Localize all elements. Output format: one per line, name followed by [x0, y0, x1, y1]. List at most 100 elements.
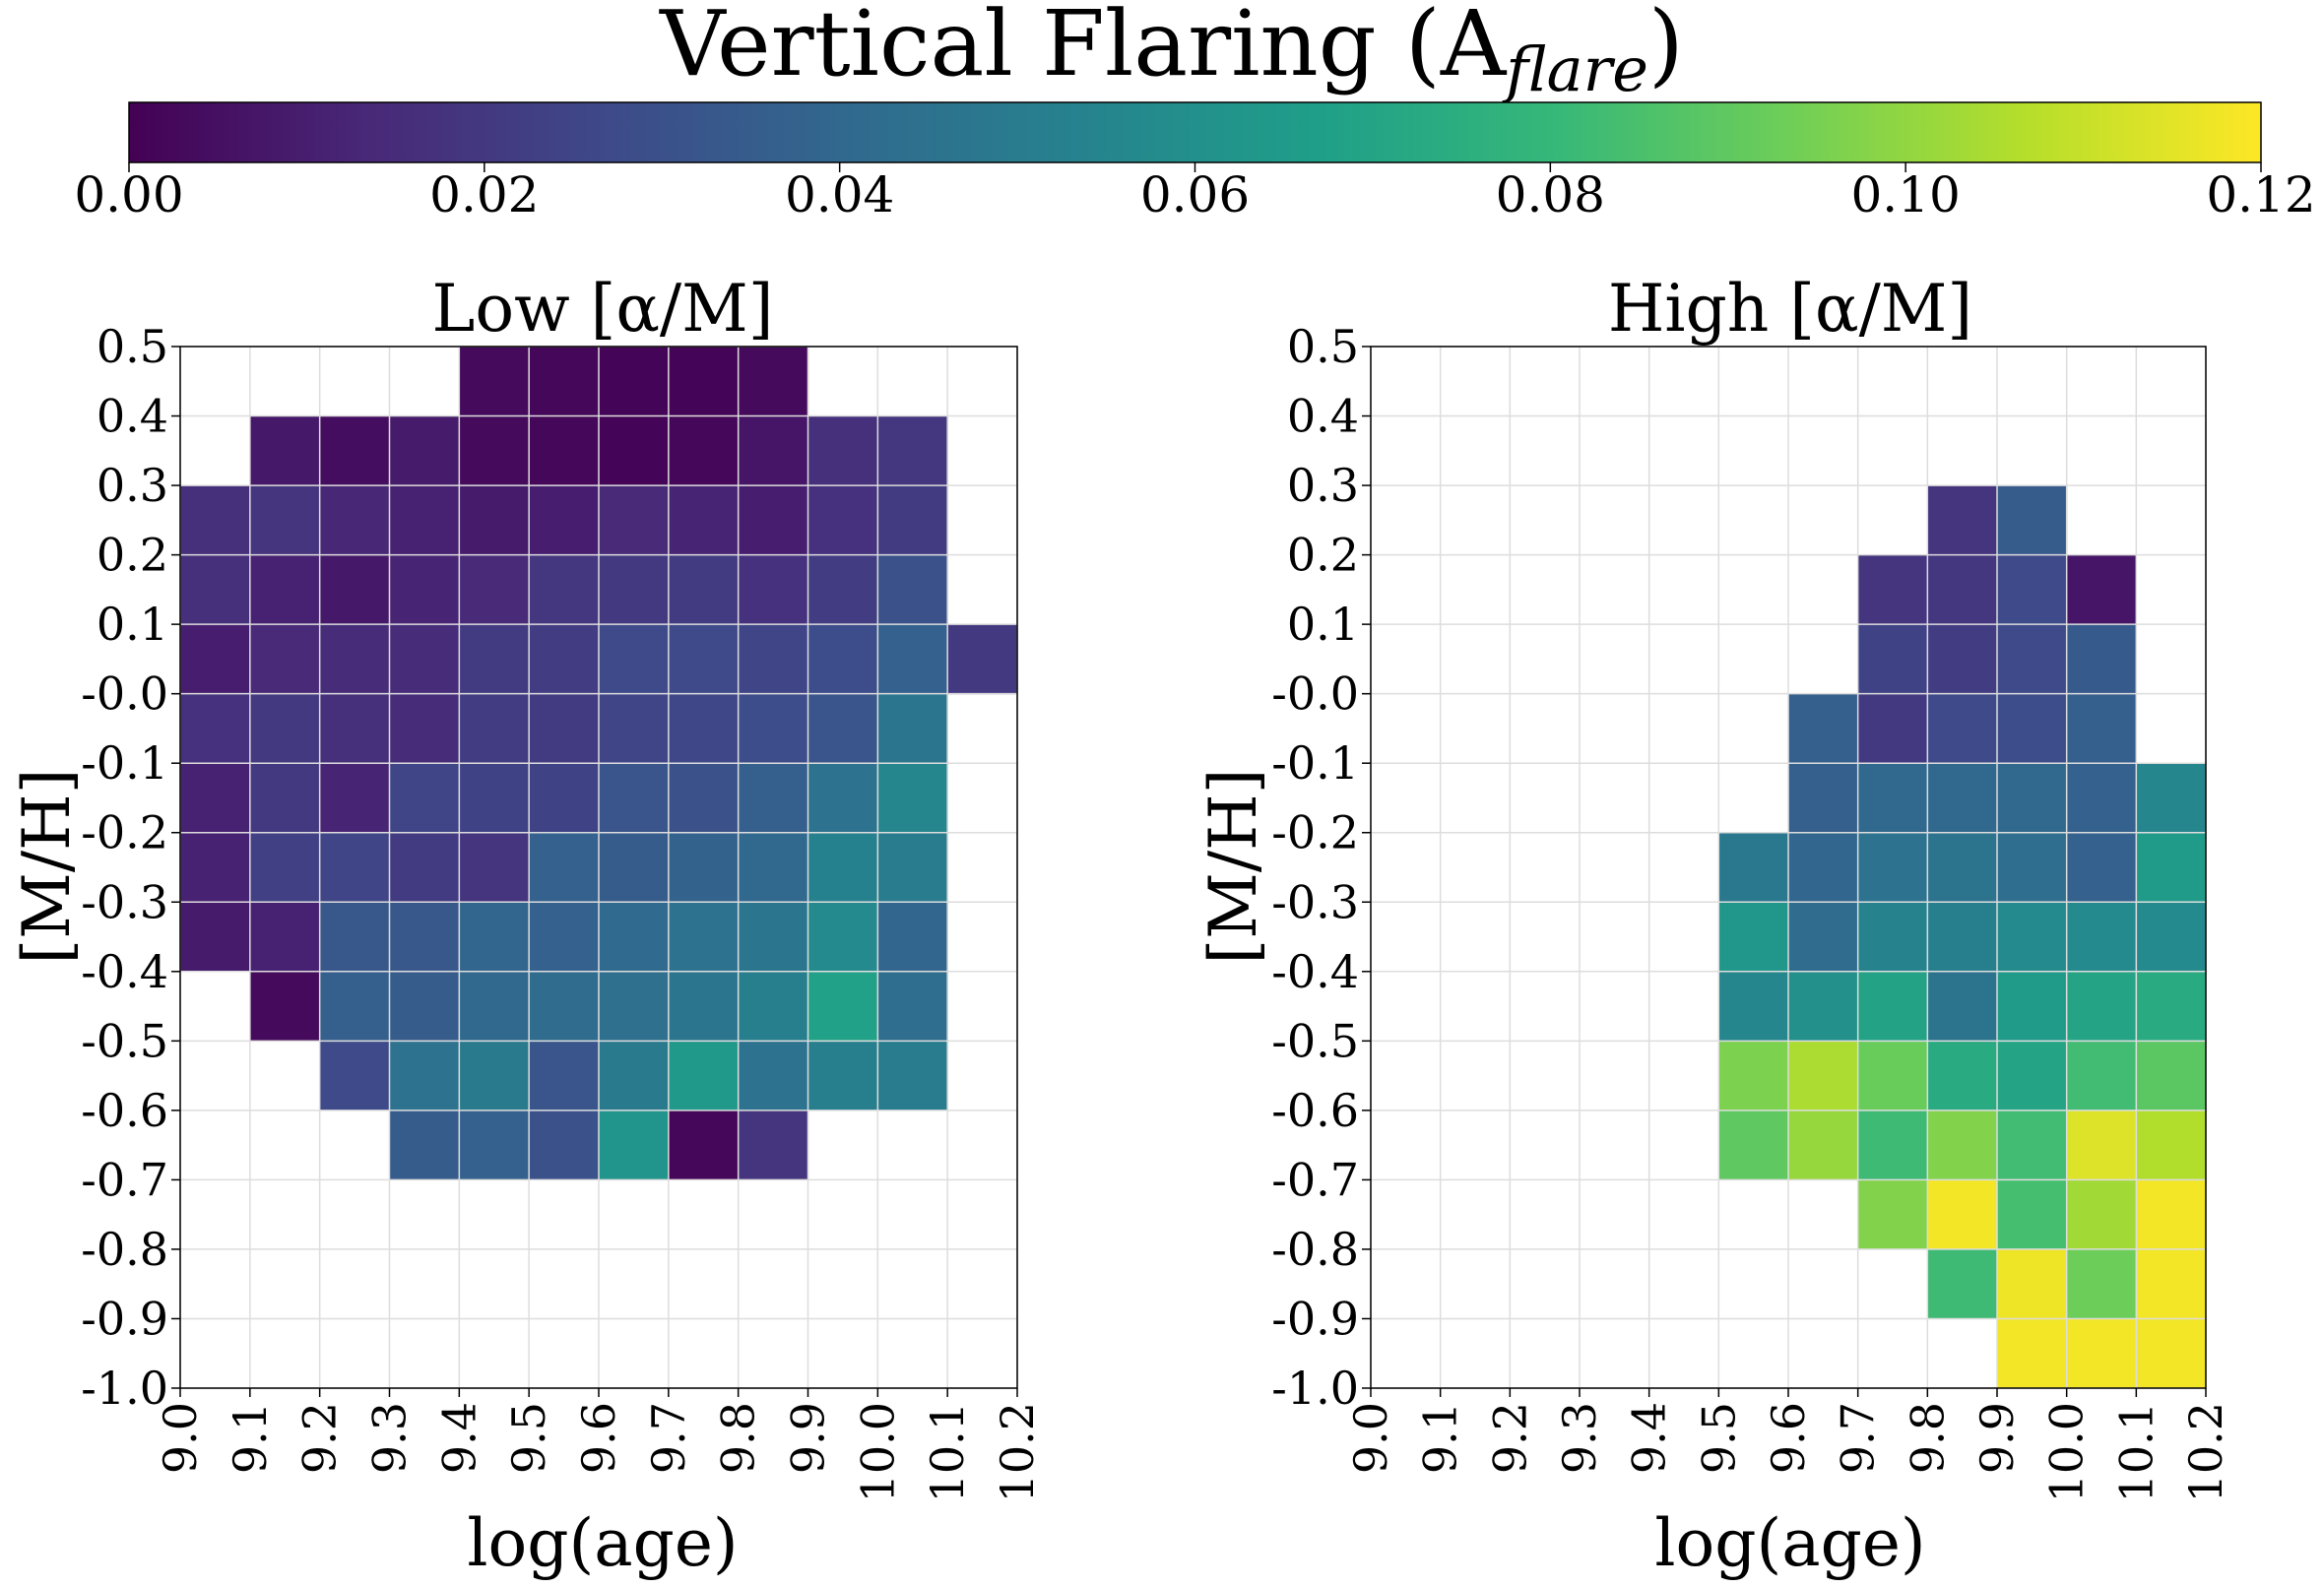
heatmap-cell — [1997, 1110, 2068, 1180]
heatmap-cell — [1997, 1318, 2068, 1389]
heatmap-cell — [1788, 971, 1859, 1042]
heatmap-cell — [2136, 902, 2207, 973]
heatmap-cell — [1997, 554, 2068, 625]
y-tick-label: 0.2 — [1287, 529, 1359, 582]
heatmap-cell — [459, 554, 530, 625]
heatmap-cell — [2136, 1318, 2207, 1389]
heatmap-cell — [599, 1110, 670, 1180]
heatmap-cell — [668, 485, 740, 556]
heatmap-cell — [319, 485, 391, 556]
heatmap-cell — [1927, 902, 1998, 973]
y-tick-label: -0.1 — [1271, 736, 1359, 790]
heatmap-cell — [529, 693, 600, 764]
colorbar-tick-label: 0.12 — [2206, 166, 2315, 223]
heatmap-cell — [529, 763, 600, 834]
y-tick-label: 0.5 — [1287, 320, 1359, 373]
heatmap-cell — [1857, 1041, 1928, 1111]
heatmap-cell — [668, 624, 740, 695]
x-tick-label: 10.0 — [2040, 1402, 2094, 1502]
heatmap-cell — [738, 763, 809, 834]
heatmap-cell — [668, 902, 740, 973]
heatmap-cell — [1718, 1110, 1789, 1180]
heatmap-cell — [877, 763, 948, 834]
heatmap-cell — [529, 832, 600, 903]
heatmap-cell — [529, 1110, 600, 1180]
y-axis-label: [M/H] — [9, 769, 85, 965]
heatmap-cell — [529, 347, 600, 417]
figure-title-main: Vertical Flaring (A — [659, 0, 1508, 96]
heatmap-cell — [668, 554, 740, 625]
y-tick-label: 0.1 — [97, 598, 168, 651]
heatmap-cell — [1927, 971, 1998, 1042]
x-tick-label: 9.1 — [224, 1402, 277, 1474]
heatmap-cell — [319, 763, 391, 834]
figure-title-close: ) — [1648, 0, 1684, 96]
heatmap-cell — [389, 1041, 460, 1111]
x-tick-label: 9.9 — [1970, 1402, 2024, 1474]
heatmap-cell — [1857, 554, 1928, 625]
heatmap-cells — [1718, 485, 2207, 1389]
y-tick-label: -1.0 — [1271, 1362, 1359, 1415]
heatmap-cell — [2066, 763, 2137, 834]
heatmap-cell — [877, 902, 948, 973]
heatmap-cell — [459, 624, 530, 695]
heatmap-cell — [1857, 1179, 1928, 1250]
y-tick-label: -0.9 — [1271, 1292, 1359, 1345]
y-tick-label: -0.9 — [81, 1292, 168, 1345]
y-tick-label: -0.5 — [81, 1014, 168, 1067]
heatmap-cell — [1857, 624, 1928, 695]
heatmap-cell — [738, 554, 809, 625]
heatmap-cell — [1718, 1041, 1789, 1111]
x-tick-label: 9.9 — [782, 1402, 835, 1474]
heatmap-cell — [877, 832, 948, 903]
y-axis-label: [M/H] — [1195, 769, 1271, 965]
heatmap-cell — [1927, 1110, 1998, 1180]
heatmap-cell — [668, 693, 740, 764]
heatmap-cell — [2066, 693, 2137, 764]
x-tick-label: 10.1 — [2109, 1402, 2163, 1502]
heatmap-cell — [459, 347, 530, 417]
heatmap-cell — [738, 971, 809, 1042]
heatmap-cell — [1927, 1179, 1998, 1250]
x-tick-label: 9.5 — [502, 1402, 555, 1474]
heatmap-cell — [877, 554, 948, 625]
x-axis-label: log(age) — [1654, 1505, 1925, 1581]
heatmap-cell — [2066, 1179, 2137, 1250]
heatmap-cell — [599, 763, 670, 834]
figure-title-subscript: flare — [1502, 33, 1648, 105]
colorbar-tick-label: 0.02 — [429, 166, 539, 223]
heatmap-cell — [389, 624, 460, 695]
x-tick-labels: 9.0 9.1 9.2 9.3 9.4 9.5 9.6 9.7 9.8 9.9 10.0 10.1 10… — [1344, 1388, 2232, 1502]
heatmap-cell — [1997, 1179, 2068, 1250]
heatmap-cell — [2136, 1041, 2207, 1111]
y-tick-label: 0.2 — [97, 529, 168, 582]
heatmap-cell — [668, 971, 740, 1042]
heatmap-cells — [180, 347, 1018, 1180]
heatmap-cell — [1927, 693, 1998, 764]
heatmap-cell — [1927, 485, 1998, 556]
x-tick-label: 9.6 — [1762, 1402, 1815, 1474]
heatmap-cell — [738, 693, 809, 764]
heatmap-cell — [738, 485, 809, 556]
y-tick-label: 0.4 — [1287, 390, 1359, 443]
heatmap-cell — [1927, 554, 1998, 625]
heatmap-cell — [1718, 971, 1789, 1042]
heatmap-cell — [529, 1041, 600, 1111]
x-tick-label: 9.1 — [1414, 1402, 1467, 1474]
y-tick-label: -0.2 — [81, 806, 168, 859]
colorbar-tick-label: 0.04 — [785, 166, 894, 223]
x-tick-label: 9.0 — [1344, 1402, 1397, 1474]
heatmap-cell — [389, 1110, 460, 1180]
x-tick-label: 9.8 — [712, 1402, 765, 1474]
heatmap-cell — [2066, 971, 2137, 1042]
heatmap-cell — [1997, 971, 2068, 1042]
heatmap-cell — [2066, 832, 2137, 903]
colorbar-tick-label: 0.06 — [1140, 166, 1250, 223]
x-tick-labels: 9.0 9.1 9.2 9.3 9.4 9.5 9.6 9.7 9.8 9.9 10.0 10.1 10… — [154, 1388, 1044, 1502]
heatmap-cell — [1997, 693, 2068, 764]
heatmap-cell — [807, 693, 878, 764]
colorbar-tick-label: 0.10 — [1851, 166, 1961, 223]
heatmap-cell — [389, 693, 460, 764]
x-tick-label: 10.1 — [921, 1402, 974, 1502]
